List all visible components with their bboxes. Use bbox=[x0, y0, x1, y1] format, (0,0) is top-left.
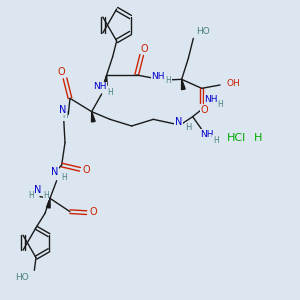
Polygon shape bbox=[103, 75, 107, 85]
Text: NH: NH bbox=[152, 71, 165, 80]
Text: HO: HO bbox=[16, 272, 29, 281]
Text: NH: NH bbox=[200, 130, 213, 139]
Text: O: O bbox=[89, 207, 97, 217]
Text: H: H bbox=[254, 133, 262, 143]
Text: N: N bbox=[175, 117, 182, 127]
Text: N: N bbox=[58, 105, 66, 115]
Text: H: H bbox=[62, 111, 68, 120]
Text: NH: NH bbox=[93, 82, 107, 91]
Text: H: H bbox=[166, 76, 171, 85]
Text: O: O bbox=[140, 44, 148, 54]
Text: N: N bbox=[34, 185, 41, 195]
Text: NH: NH bbox=[204, 95, 218, 104]
Polygon shape bbox=[46, 198, 50, 208]
Text: H: H bbox=[185, 123, 191, 132]
Text: O: O bbox=[83, 165, 91, 175]
Text: H: H bbox=[61, 173, 67, 182]
Text: H: H bbox=[43, 190, 49, 200]
Text: H: H bbox=[213, 136, 218, 145]
Text: H: H bbox=[28, 190, 34, 200]
Text: HCl: HCl bbox=[227, 133, 246, 143]
Text: O: O bbox=[200, 105, 208, 115]
Text: HO: HO bbox=[196, 27, 210, 36]
Polygon shape bbox=[182, 79, 185, 90]
Text: OH: OH bbox=[227, 79, 240, 88]
Text: H: H bbox=[217, 100, 223, 109]
Polygon shape bbox=[92, 112, 95, 122]
Text: H: H bbox=[107, 88, 113, 97]
Text: O: O bbox=[57, 67, 65, 77]
Text: N: N bbox=[51, 167, 59, 177]
